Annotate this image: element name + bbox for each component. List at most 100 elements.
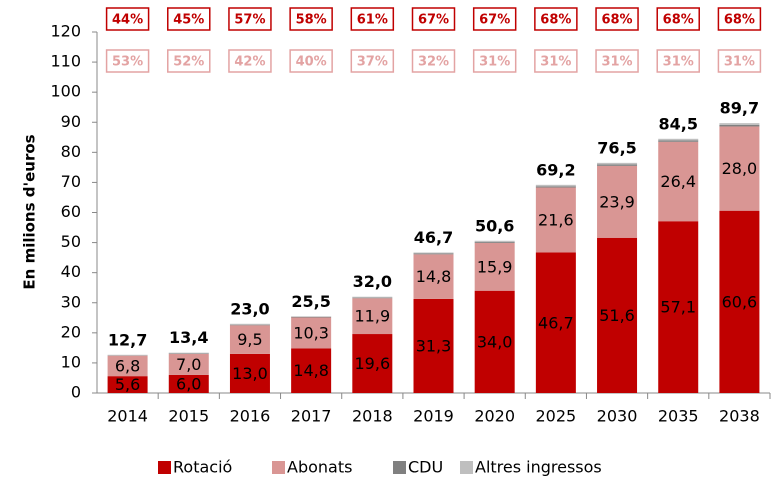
x-tick-label: 2014	[107, 407, 148, 426]
bar-segment	[474, 290, 515, 393]
y-tick-label: 70	[61, 172, 81, 191]
bar-segment	[107, 354, 148, 356]
bar-segment	[291, 316, 332, 318]
bar-segment	[168, 353, 209, 354]
share-label: 67%	[418, 13, 449, 28]
x-tick-label: 2038	[719, 407, 760, 426]
share-label: 53%	[112, 55, 143, 70]
y-tick-label: 10	[61, 352, 81, 371]
bar-segment	[229, 353, 270, 393]
x-tick-label: 2017	[291, 407, 332, 426]
y-tick-label: 110	[50, 52, 81, 71]
bar-segment	[719, 210, 760, 393]
bar-segment	[291, 317, 332, 349]
y-tick-label: 100	[50, 82, 81, 101]
legend-swatch	[460, 461, 473, 474]
legend-label: CDU	[408, 458, 443, 477]
y-tick-label: 80	[61, 142, 81, 161]
y-tick-label: 60	[61, 202, 81, 221]
share-box	[289, 49, 333, 73]
bar-segment	[229, 324, 270, 326]
bar-segment	[719, 126, 760, 211]
share-label: 68%	[601, 13, 632, 28]
total-label: 84,5	[658, 114, 697, 133]
y-tick-label: 30	[61, 292, 81, 311]
bar-segment	[291, 316, 332, 317]
share-box	[472, 7, 517, 31]
share-box	[167, 7, 211, 31]
x-tick-label: 2018	[352, 407, 393, 426]
share-box	[656, 7, 700, 31]
value-label: 21,6	[538, 211, 574, 230]
bar-segment	[107, 376, 148, 393]
share-label: 31%	[479, 55, 510, 70]
legend-label: Abonats	[287, 458, 352, 477]
value-label: 5,6	[115, 375, 140, 394]
legend-swatch	[272, 461, 285, 474]
value-label: 10,3	[293, 323, 329, 342]
legend-swatch	[393, 461, 406, 474]
y-tick-label: 120	[50, 22, 81, 41]
share-box	[167, 49, 211, 73]
x-tick-label: 2025	[536, 407, 577, 426]
bar-segment	[413, 252, 454, 254]
share-label: 40%	[296, 55, 327, 70]
share-label: 68%	[724, 13, 755, 28]
value-label: 46,7	[538, 313, 574, 332]
share-box	[289, 7, 333, 31]
bar-segment	[719, 123, 760, 125]
y-tick-label: 40	[61, 262, 81, 281]
x-tick-label: 2030	[597, 407, 638, 426]
share-box	[228, 7, 272, 31]
share-label: 58%	[296, 13, 327, 28]
value-label: 14,8	[416, 267, 452, 286]
bar-segment	[597, 165, 638, 238]
bar-segment	[107, 355, 148, 377]
share-label: 68%	[540, 13, 571, 28]
value-label: 6,8	[115, 356, 140, 375]
value-label: 6,0	[176, 374, 201, 393]
value-label: 34,0	[477, 332, 513, 351]
share-label: 68%	[663, 13, 694, 28]
bar-segment	[597, 237, 638, 393]
share-box	[411, 7, 456, 31]
y-tick-label: 50	[61, 232, 81, 251]
legend-label: Altres ingressos	[475, 458, 602, 477]
bar-segment	[535, 184, 576, 187]
x-tick-label: 2020	[474, 407, 515, 426]
share-label: 37%	[357, 55, 388, 70]
value-label: 23,9	[599, 192, 635, 211]
value-label: 19,6	[355, 354, 391, 373]
share-box	[472, 49, 517, 73]
share-label: 31%	[601, 55, 632, 70]
share-box	[717, 7, 762, 31]
bar-segment	[474, 241, 515, 243]
value-label: 28,0	[722, 159, 758, 178]
bar-segment	[168, 374, 209, 393]
share-box	[228, 49, 272, 73]
y-tick-label: 20	[61, 322, 81, 341]
value-label: 31,3	[416, 336, 452, 355]
bar-segment	[229, 323, 270, 325]
bar-segment	[168, 353, 209, 375]
value-label: 14,8	[293, 361, 329, 380]
total-label: 69,2	[536, 160, 575, 179]
share-label: 57%	[234, 13, 265, 28]
bar-segment	[474, 242, 515, 291]
total-label: 89,7	[720, 99, 759, 118]
value-label: 7,0	[176, 355, 201, 374]
bar-segment	[352, 334, 393, 393]
share-box	[411, 49, 456, 73]
value-label: 15,9	[477, 257, 513, 276]
share-label: 31%	[724, 55, 755, 70]
share-box	[350, 49, 395, 73]
total-label: 25,5	[291, 292, 330, 311]
bar-segment	[658, 138, 699, 141]
share-box	[595, 7, 639, 31]
value-label: 11,9	[355, 307, 391, 326]
value-label: 13,0	[232, 364, 268, 383]
share-label: 42%	[234, 55, 265, 70]
share-box	[534, 7, 578, 31]
